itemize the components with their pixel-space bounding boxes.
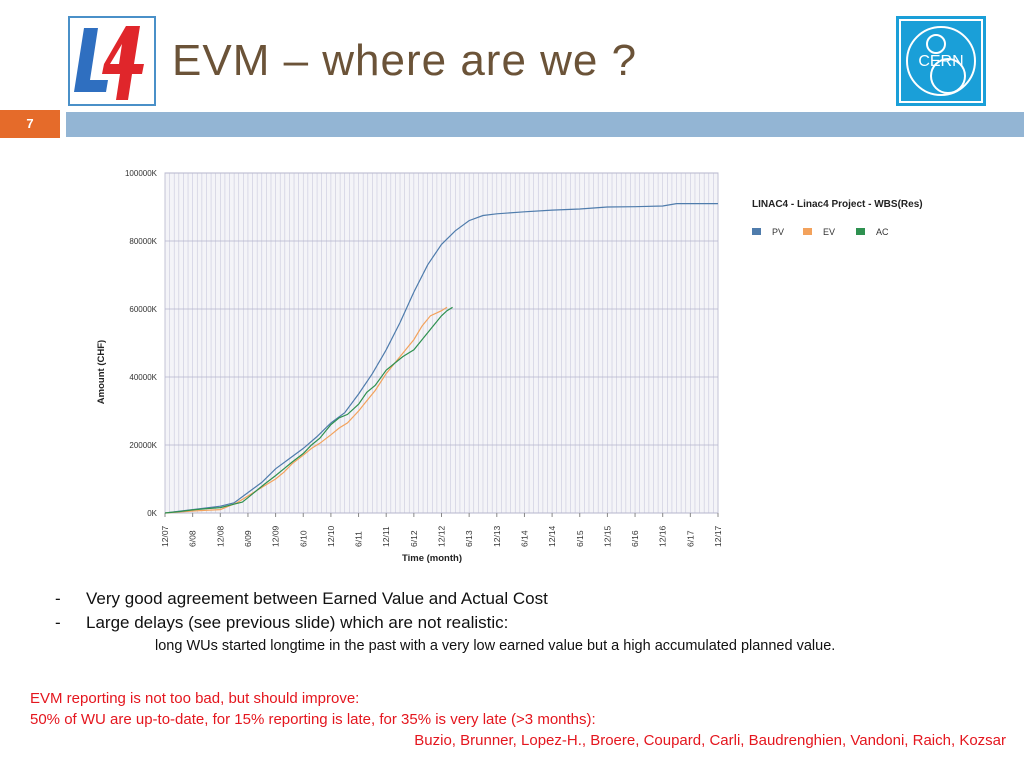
x-axis-ticks: 12/07 6/08 12/08 6/09 12/09 6/10 12/10 6/11 12/1… (160, 513, 723, 547)
x-tick-label: 12/13 (492, 525, 502, 547)
x-tick-label: 6/10 (298, 530, 308, 547)
x-tick-label: 12/15 (602, 525, 612, 547)
x-tick-label: 12/17 (713, 525, 723, 547)
legend-label-pv: PV (772, 227, 784, 237)
chart-legend: PV EV AC (752, 227, 889, 237)
series-line-pv (164, 203, 718, 514)
series-line-ac (164, 306, 453, 514)
chart-title: LINAC4 - Linac4 Project - WBS(Res) (752, 199, 923, 210)
bullet-text-2: Large delays (see previous slide) which … (86, 613, 509, 632)
legend-label-ac: AC (876, 227, 889, 237)
x-tick-label: 12/12 (437, 525, 447, 547)
legend-swatch-pv (752, 228, 761, 235)
chart-lines (164, 203, 718, 514)
evm-chart: 0K 20000K 40000K 60000K 80000K 100000K 12/07 6… (96, 169, 923, 564)
bullet-dash-2: - (55, 613, 61, 632)
x-tick-label: 12/14 (547, 525, 557, 547)
bullet-dash-1: - (55, 589, 61, 608)
cern-logo-text: CERN (918, 53, 963, 70)
header-band (66, 112, 1024, 137)
x-tick-label: 6/13 (464, 530, 474, 547)
legend-swatch-ev (803, 228, 812, 235)
cern-logo-icon: CERN (899, 19, 983, 103)
bullet-subtext: long WUs started longtime in the past wi… (155, 638, 836, 654)
cern-logo: CERN (896, 16, 986, 106)
x-tick-label: 6/15 (575, 530, 585, 547)
chart-grid (164, 172, 719, 514)
note-line-3: Buzio, Brunner, Lopez-H., Broere, Coupar… (414, 732, 1006, 749)
x-tick-label: 12/10 (326, 525, 336, 547)
x-tick-label: 6/16 (630, 530, 640, 547)
legend-label-ev: EV (823, 227, 835, 237)
slide-number: 7 (26, 116, 34, 131)
y-tick-label: 0K (147, 509, 157, 518)
x-tick-label: 12/07 (160, 525, 170, 547)
x-tick-label: 12/08 (215, 525, 225, 547)
y-tick-label: 60000K (129, 305, 157, 314)
x-tick-label: 12/16 (658, 525, 668, 547)
legend-swatch-ac (856, 228, 865, 235)
x-tick-label: 6/14 (519, 530, 529, 547)
x-tick-label: 12/09 (271, 525, 281, 547)
x-tick-label: 6/08 (188, 530, 198, 547)
y-axis-ticks: 0K 20000K 40000K 60000K 80000K 100000K (125, 169, 158, 518)
x-tick-label: 6/17 (685, 530, 695, 547)
note-line-2: 50% of WU are up-to-date, for 15% report… (30, 711, 596, 728)
x-axis-label: Time (month) (402, 553, 462, 564)
series-line-ev (164, 306, 448, 514)
y-axis-label: Amount (CHF) (96, 340, 107, 404)
slide-number-box: 7 (0, 110, 60, 138)
y-tick-label: 20000K (129, 441, 157, 450)
y-tick-label: 100000K (125, 169, 158, 178)
l4-logo-icon (74, 26, 144, 100)
note-line-1: EVM reporting is not too bad, but should… (30, 690, 360, 707)
bullet-text-1: Very good agreement between Earned Value… (86, 589, 548, 608)
x-tick-label: 6/11 (354, 531, 364, 547)
x-tick-label: 12/11 (381, 526, 391, 547)
slide-title: EVM – where are we ? (172, 36, 638, 85)
x-tick-label: 6/09 (243, 530, 253, 547)
l4-logo: L4 (68, 16, 156, 106)
x-tick-label: 6/12 (409, 530, 419, 547)
y-tick-label: 40000K (129, 373, 157, 382)
y-tick-label: 80000K (129, 237, 157, 246)
